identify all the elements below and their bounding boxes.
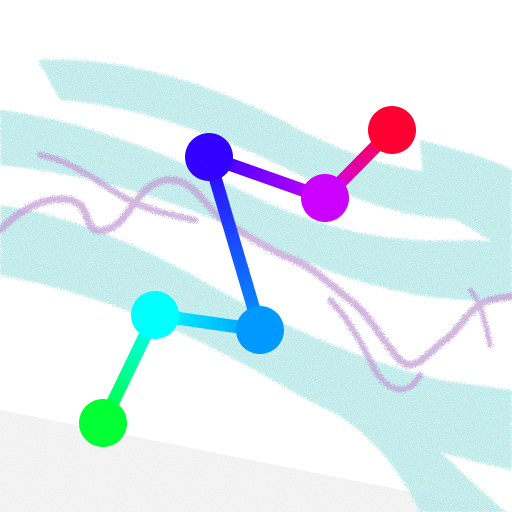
node-indigo [185,133,233,181]
node-cyan [131,291,179,339]
scribble-line-1 [0,176,512,369]
path-segment [202,150,267,337]
scribble-line-2 [37,152,198,223]
node-path [79,106,416,447]
scribble-line-4 [467,287,493,348]
node-blue [236,306,284,354]
scribble-line-3 [327,297,423,393]
node-green [79,399,127,447]
brush-texture [0,40,512,512]
node-red [368,106,416,154]
scribble-lines [0,152,512,393]
node-violet [301,174,349,222]
